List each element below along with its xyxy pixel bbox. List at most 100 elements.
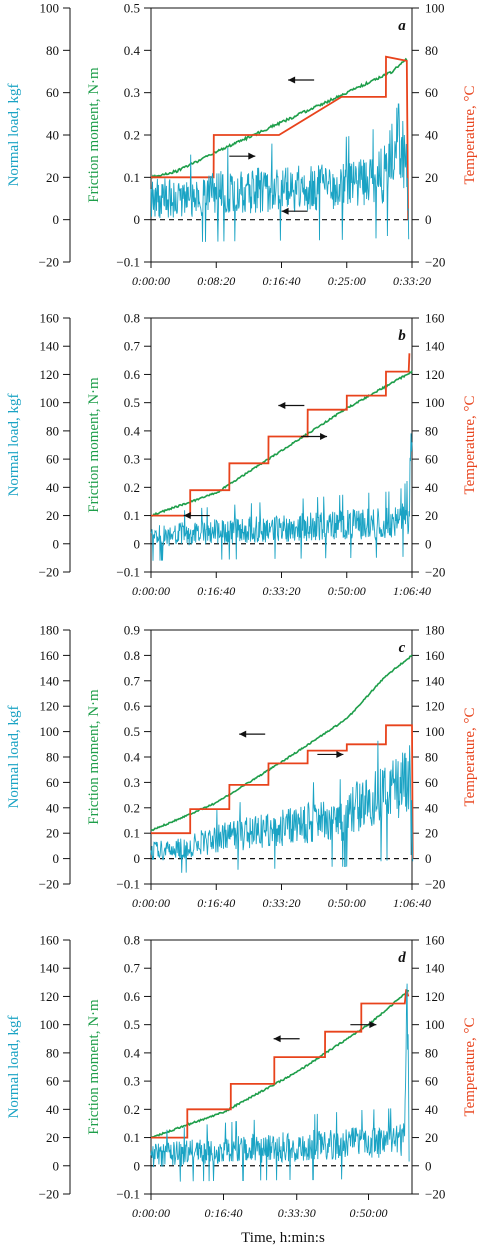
series-arrow-head	[273, 1035, 281, 1043]
mid-axis-tick-label: 0.3	[124, 85, 140, 100]
mid-axis-tick-label: 0.6	[124, 367, 141, 382]
mid-axis-title: Friction moment, N·m	[86, 689, 102, 825]
right-axis-tick-label: 80	[425, 1045, 438, 1060]
mid-axis-tick-label: 0.3	[124, 1074, 140, 1089]
mid-axis-tick-label: 0.2	[124, 480, 140, 495]
right-axis-tick-label: 40	[425, 800, 438, 815]
right-axis-tick-label: 140	[425, 339, 445, 354]
mid-axis-tick-label: 0.7	[124, 673, 141, 688]
left-axis-tick-label: 60	[46, 452, 59, 467]
right-axis-tick-label: 60	[425, 452, 438, 467]
mid-axis-tick-label: 0.6	[124, 989, 141, 1004]
series-arrow-head	[278, 401, 286, 409]
right-axis-tick-label: 120	[425, 367, 445, 382]
x-axis-tick-label: 0:33:20	[263, 896, 301, 910]
mid-axis-tick-label: 0.5	[124, 1017, 140, 1032]
series-temperature	[151, 724, 414, 859]
right-axis-tick-label: 20	[425, 170, 438, 185]
mid-axis-tick-label: 0.2	[124, 128, 140, 143]
chart-panel-d: 160 140 120 100 80 60 40 20 0 −20 Normal load, kgf…	[6, 933, 478, 1221]
x-axis-tick-label: 1:06:40	[393, 584, 431, 598]
x-axis-tick-label: 0:16:40	[205, 1206, 243, 1220]
x-axis-tick-label: 0:00:00	[132, 1206, 170, 1220]
mid-axis-tick-label: 0.8	[124, 311, 140, 326]
mid-axis-title: Friction moment, N·m	[86, 377, 102, 513]
right-axis-title: Temperature, °C	[462, 85, 478, 184]
mid-axis-tick-label: 0.5	[124, 724, 140, 739]
right-axis-tick-label: −20	[425, 565, 445, 580]
mid-axis-tick-label: 0	[134, 536, 141, 551]
left-axis-tick-label: −20	[39, 565, 59, 580]
right-axis-tick-label: 0	[425, 212, 432, 227]
mid-axis-tick-label: 0.1	[124, 1130, 140, 1145]
left-axis-tick-label: 160	[40, 933, 60, 948]
x-axis-tick-label: 0:00:00	[132, 274, 170, 288]
mid-axis-tick-label: 0.8	[124, 933, 140, 948]
mid-axis-tick-label: 0.3	[124, 452, 140, 467]
right-axis-tick-label: 40	[425, 128, 438, 143]
mid-axis-tick-label: 0.1	[124, 826, 140, 841]
left-axis-tick-label: 40	[46, 128, 59, 143]
mid-axis-tick-label: 0.2	[124, 1102, 140, 1117]
right-axis-tick-label: 180	[425, 623, 445, 638]
mid-axis-tick-label: 0.8	[124, 648, 140, 663]
left-axis-tick-label: 60	[46, 775, 59, 790]
right-axis-tick-label: 100	[425, 395, 445, 410]
series-temperature	[151, 55, 409, 220]
right-axis-tick-label: 160	[425, 648, 445, 663]
mid-axis-tick-label: 0.5	[124, 395, 140, 410]
mid-axis-tick-label: 0.1	[124, 170, 140, 185]
series-arrow-head	[239, 730, 247, 738]
x-axis-tick-label: 0:08:20	[197, 274, 235, 288]
panel-letter: c	[399, 640, 406, 656]
left-axis-tick-label: 20	[46, 508, 59, 523]
mid-axis-title: Friction moment, N·m	[86, 67, 102, 203]
right-axis-tick-label: 80	[425, 43, 438, 58]
series-normal-load	[150, 433, 413, 561]
mid-axis-tick-label: 0.7	[124, 339, 141, 354]
series-arrow-head	[281, 207, 289, 215]
chart-panel-c: 180 160 140 120 100 80 60 40 20 0 −20 Normal load, …	[6, 623, 478, 911]
x-axis-tick-label: 0:33:30	[278, 1206, 316, 1220]
panel-letter: d	[398, 950, 406, 966]
left-axis-tick-label: 80	[46, 423, 59, 438]
left-axis-tick-label: 140	[40, 961, 60, 976]
left-axis-title: Normal load, kgf	[6, 706, 22, 809]
x-axis-tick-label: 0:50:00	[328, 584, 366, 598]
right-axis-tick-label: 0	[425, 851, 432, 866]
left-axis-tick-label: 160	[40, 311, 60, 326]
right-axis-tick-label: 60	[425, 85, 438, 100]
series-arrow-head	[369, 1021, 377, 1029]
mid-axis-tick-label: −0.1	[116, 255, 140, 270]
mid-axis-tick-label: −0.1	[116, 877, 140, 892]
left-axis-tick-label: 0	[53, 536, 60, 551]
left-axis-tick-label: 60	[46, 85, 59, 100]
series-friction-moment	[150, 989, 410, 1139]
left-axis-tick-label: 80	[46, 750, 59, 765]
left-axis-tick-label: 140	[40, 339, 60, 354]
series-arrow-head	[320, 433, 328, 441]
left-axis-tick-label: −20	[39, 1187, 59, 1202]
right-axis-tick-label: 20	[425, 1130, 438, 1145]
mid-axis-tick-label: 0	[134, 851, 141, 866]
left-axis-tick-label: −20	[39, 255, 59, 270]
series-normal-load	[150, 103, 410, 242]
left-axis-tick-label: 120	[40, 989, 60, 1004]
mid-axis-tick-label: −0.1	[116, 1187, 140, 1202]
left-axis-tick-label: −20	[39, 877, 59, 892]
right-axis-tick-label: 140	[425, 673, 445, 688]
x-axis-tick-label: 0:00:00	[132, 584, 170, 598]
right-axis-tick-label: 160	[425, 933, 445, 948]
right-axis-tick-label: 100	[425, 724, 445, 739]
right-axis-tick-label: 160	[425, 311, 445, 326]
left-axis-tick-label: 0	[53, 851, 60, 866]
x-axis-tick-label: 0:16:40	[197, 584, 235, 598]
left-axis-title: Normal load, kgf	[6, 84, 22, 187]
left-axis-tick-label: 20	[46, 826, 59, 841]
right-axis-tick-label: 80	[425, 423, 438, 438]
right-axis-tick-label: −20	[425, 1187, 445, 1202]
right-axis-tick-label: 120	[425, 989, 445, 1004]
left-axis-title: Normal load, kgf	[6, 394, 22, 497]
x-axis-tick-label: 0:50:00	[350, 1206, 388, 1220]
x-axis-tick-label: 0:16:40	[263, 274, 301, 288]
